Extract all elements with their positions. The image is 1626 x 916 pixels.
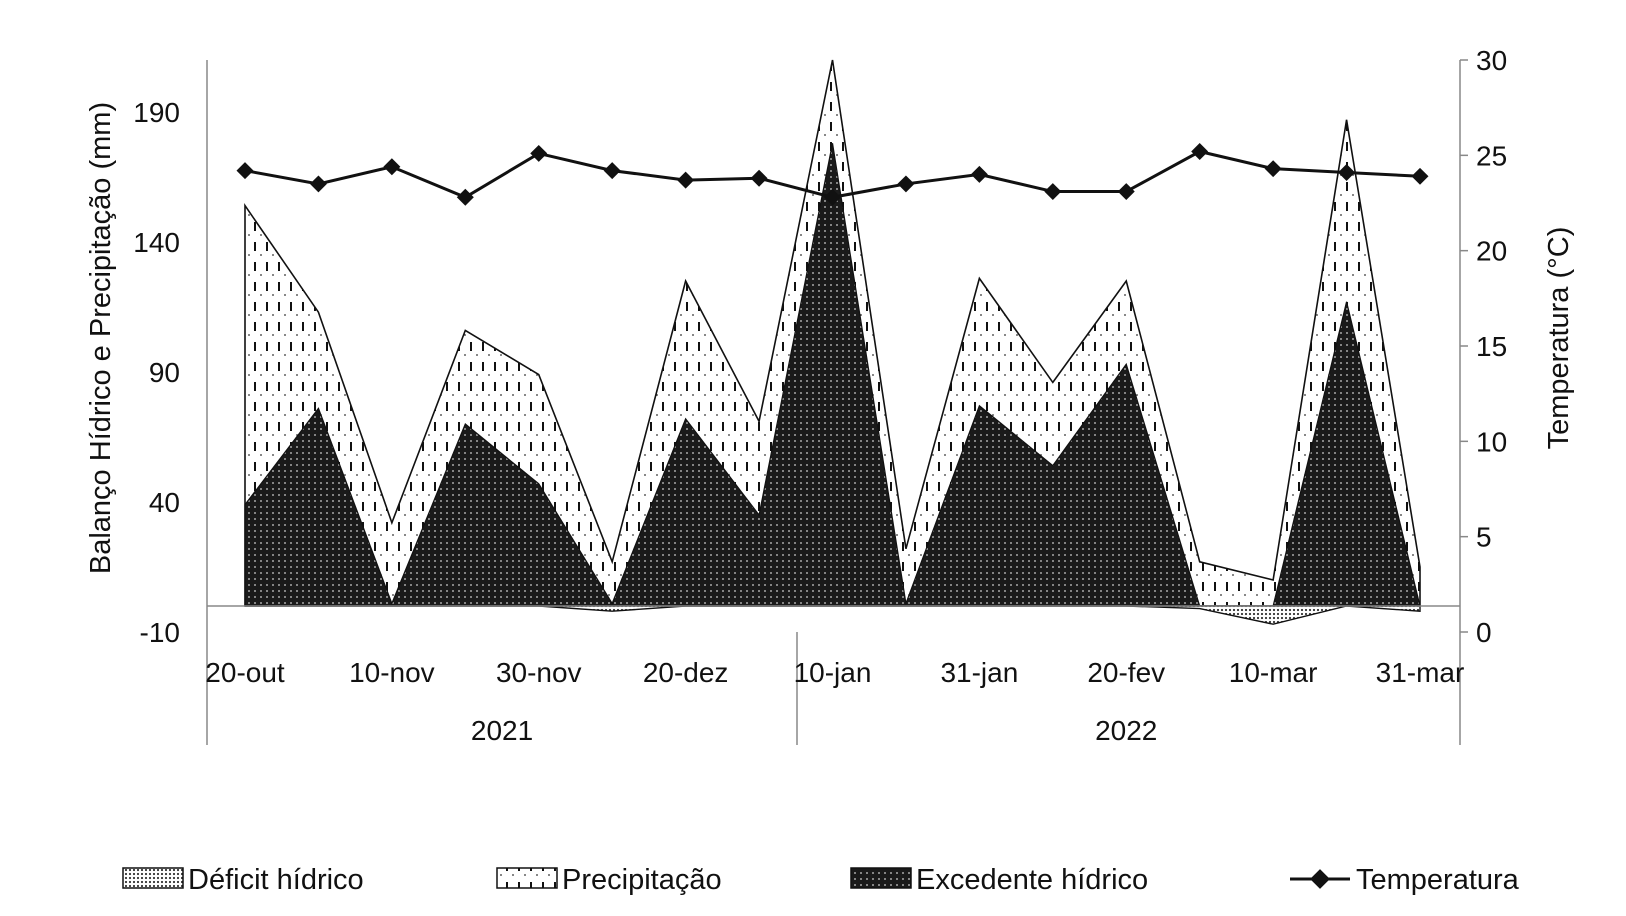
legend-label-temperatura: Temperatura (1356, 864, 1520, 896)
legend-label-precipitacao: Precipitação (562, 864, 722, 896)
legend: Déficit hídrico Precipitação Excedente h… (122, 864, 1520, 896)
temperatura-point (1411, 167, 1429, 185)
temperatura-point (236, 162, 254, 180)
x-tick-label: 20-out (205, 657, 285, 688)
temperatura-point (1191, 143, 1209, 161)
axes (206, 60, 1461, 745)
legend-swatch-excedente (850, 867, 912, 889)
temperatura-point (1044, 183, 1062, 201)
y2-tick-label: 20 (1476, 236, 1507, 267)
y2-tick-label: 25 (1476, 140, 1507, 171)
plot-areas (244, 59, 1421, 625)
y-tick-label: 140 (133, 227, 180, 258)
year-group-label: 2022 (1095, 715, 1157, 746)
temperatura-point (677, 171, 695, 189)
y-tick-label: 190 (133, 97, 180, 128)
legend-item-deficit: Déficit hídrico (122, 864, 364, 896)
legend-label-excedente: Excedente hídrico (916, 864, 1148, 896)
year-group-label: 2021 (471, 715, 533, 746)
x-tick-label: 20-dez (643, 657, 729, 688)
x-tick-label: 10-mar (1229, 657, 1318, 688)
temperatura-point (1117, 183, 1135, 201)
legend-item-precipitacao: Precipitação (496, 864, 722, 896)
y2-tick-label: 0 (1476, 617, 1492, 648)
temperatura-point (750, 169, 768, 187)
temperatura-point (530, 144, 548, 162)
ticks: -10 40 90 140 190 0 5 10 15 20 25 30 20-out 10-nov 30-… (133, 45, 1507, 746)
temperature-line (236, 143, 1429, 206)
y-tick-label: -10 (140, 617, 180, 648)
temperatura-point (456, 188, 474, 206)
excedente-hidrico-area (244, 143, 1421, 607)
temperatura-point (970, 165, 988, 183)
legend-item-excedente: Excedente hídrico (850, 864, 1148, 896)
y2-tick-label: 15 (1476, 331, 1507, 362)
deficit-hidrico-area (245, 605, 1421, 625)
x-tick-label: 31-jan (940, 657, 1018, 688)
y2-tick-label: 30 (1476, 45, 1507, 76)
x-tick-label: 20-fev (1087, 657, 1165, 688)
legend-swatch-temperatura-marker (1310, 869, 1330, 889)
right-axis-title: Temperatura (°C) (1543, 227, 1575, 450)
temperatura-point (383, 158, 401, 176)
y-tick-label: 90 (149, 357, 180, 388)
legend-swatch-precipitacao (496, 867, 558, 889)
temperatura-point (1264, 160, 1282, 178)
x-tick-label: 10-jan (794, 657, 872, 688)
legend-label-deficit: Déficit hídrico (188, 864, 364, 896)
temperatura-point (824, 188, 841, 206)
legend-item-temperatura: Temperatura (1290, 864, 1520, 896)
y-tick-label: 40 (149, 487, 180, 518)
temperatura-point (309, 175, 327, 193)
temperatura-point (603, 162, 621, 180)
y2-tick-label: 10 (1476, 426, 1507, 457)
x-tick-label: 31-mar (1376, 657, 1465, 688)
left-axis-title: Balanço Hídrico e Precipitação (mm) (85, 102, 117, 574)
temperatura-point (897, 175, 915, 193)
y2-tick-label: 5 (1476, 522, 1492, 553)
x-tick-label: 30-nov (496, 657, 582, 688)
x-tick-label: 10-nov (349, 657, 435, 688)
legend-swatch-deficit (122, 867, 184, 889)
